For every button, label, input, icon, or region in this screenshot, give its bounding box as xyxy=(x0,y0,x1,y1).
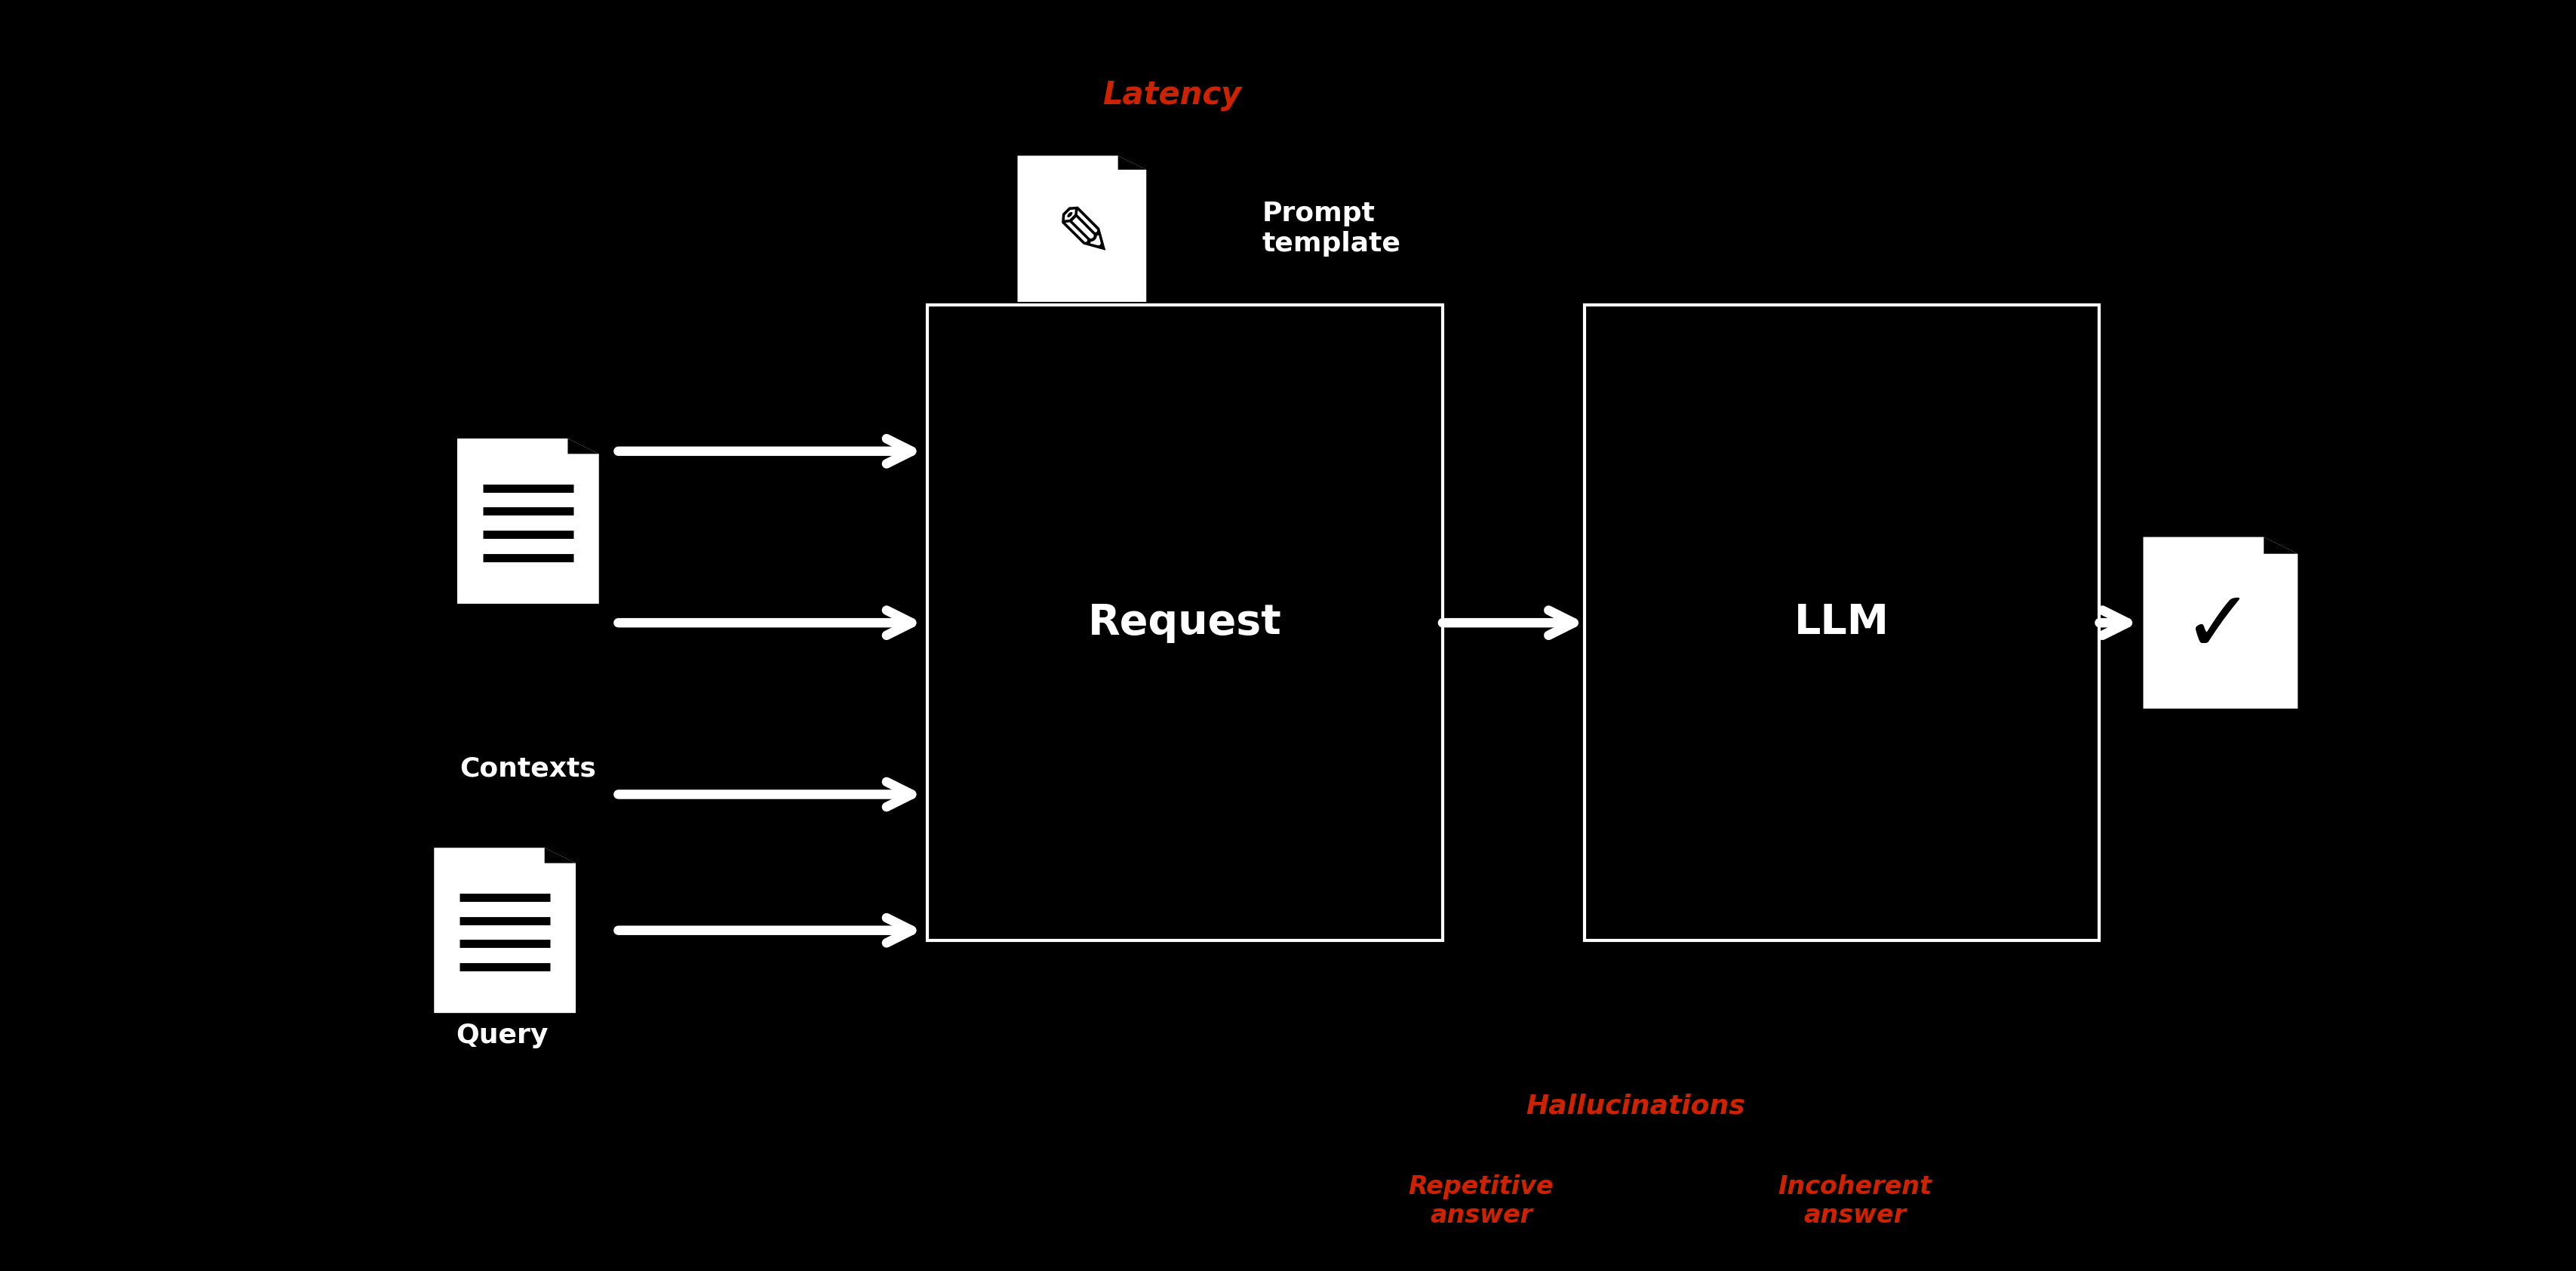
Text: LLM: LLM xyxy=(1795,602,1888,643)
Text: ✓: ✓ xyxy=(2182,587,2254,669)
Polygon shape xyxy=(544,848,577,863)
Text: Contexts: Contexts xyxy=(461,756,595,782)
Text: Prompt
template: Prompt template xyxy=(1262,201,1401,257)
Text: Latency: Latency xyxy=(1103,80,1242,111)
Text: ✎: ✎ xyxy=(1056,202,1113,269)
Polygon shape xyxy=(2143,538,2298,709)
Bar xyxy=(1584,305,2099,941)
Polygon shape xyxy=(567,438,598,454)
Polygon shape xyxy=(459,438,598,604)
Polygon shape xyxy=(1018,156,1146,302)
Text: Incoherent
answer: Incoherent answer xyxy=(1777,1174,1932,1228)
Bar xyxy=(927,305,1443,941)
Text: Hallucinations: Hallucinations xyxy=(1525,1093,1747,1118)
Polygon shape xyxy=(1118,156,1146,170)
Text: Request: Request xyxy=(1087,602,1283,643)
Polygon shape xyxy=(433,848,577,1013)
Text: Query: Query xyxy=(456,1023,549,1049)
Polygon shape xyxy=(2264,538,2298,554)
Text: Repetitive
answer: Repetitive answer xyxy=(1409,1174,1553,1228)
